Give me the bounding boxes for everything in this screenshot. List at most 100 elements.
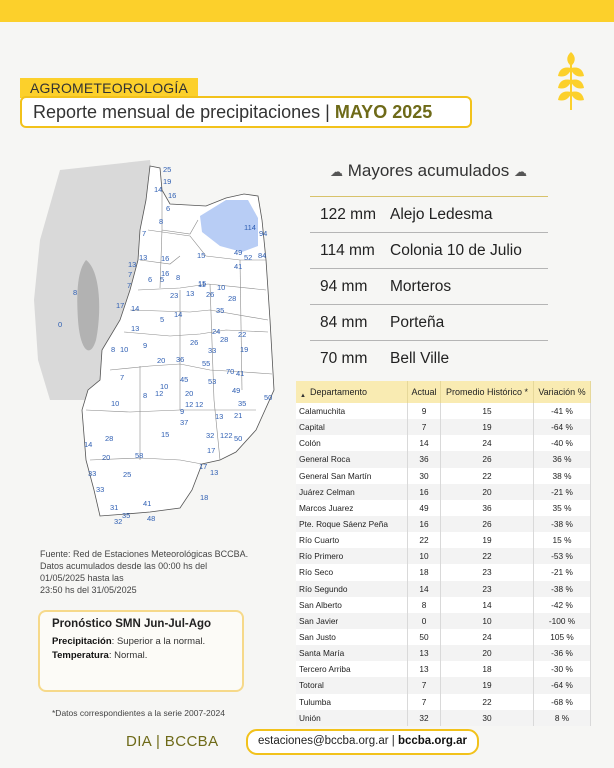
mayores-mm: 122 mm <box>320 206 376 223</box>
top-accent-bar <box>0 0 614 22</box>
station-label: 21 <box>234 411 242 420</box>
station-label: 84 <box>258 251 266 260</box>
cell-promedio: 26 <box>440 515 534 533</box>
col-promedio[interactable]: Promedio Histórico * <box>440 381 534 403</box>
cell-actual: 16 <box>407 483 441 500</box>
cell-actual: 13 <box>407 645 441 662</box>
station-label: 53 <box>208 377 216 386</box>
station-label: 15 <box>161 430 169 439</box>
cell-promedio: 20 <box>440 483 534 500</box>
table-row: Marcos Juarez 49 36 35 % <box>296 499 591 516</box>
cell-actual: 32 <box>407 709 441 726</box>
cell-promedio: 30 <box>440 709 534 726</box>
table-row: Colón 14 24 -40 % <box>296 435 591 452</box>
cell-variacion: 36 % <box>533 451 591 468</box>
cell-actual: 0 <box>407 612 441 629</box>
station-label: 41 <box>143 499 151 508</box>
cell-promedio: 19 <box>440 532 534 549</box>
table-row: Tulumba 7 22 -68 % <box>296 693 591 710</box>
cell-departamento: Río Segundo <box>296 580 408 597</box>
station-label: 19 <box>163 177 171 186</box>
col-actual[interactable]: Actual <box>407 381 441 403</box>
table-row: Río Cuarto 22 19 15 % <box>296 532 591 549</box>
table-row: Río Primero 10 22 -53 % <box>296 548 591 565</box>
station-label: 114 <box>244 223 256 232</box>
cell-actual: 14 <box>407 435 441 452</box>
cell-departamento: Río Primero <box>296 548 408 565</box>
cell-actual: 9 <box>407 403 441 420</box>
col-departamento[interactable]: ▲ Departamento <box>296 381 408 403</box>
cell-variacion: -64 % <box>533 419 591 436</box>
table-row: Río Segundo 14 23 -38 % <box>296 580 591 597</box>
station-label: 9 <box>180 407 184 416</box>
station-label: 28 <box>105 434 113 443</box>
cell-promedio: 10 <box>440 612 534 629</box>
station-label: 22 <box>238 330 246 339</box>
table-row: San Alberto 8 14 -42 % <box>296 596 591 613</box>
table-row: Pte. Roque Sáenz Peña 16 26 -38 % <box>296 515 591 533</box>
source-line: 23:50 hs del 31/05/2025 <box>40 585 137 595</box>
station-label: 14 <box>131 304 139 313</box>
station-label: 7 <box>127 281 131 290</box>
station-label: 49 <box>232 386 240 395</box>
station-label: 13 <box>139 253 147 262</box>
rain-cloud-icon: ☁ <box>330 164 343 179</box>
station-label: 10 <box>217 283 225 292</box>
forecast-temp: Temperatura: Normal. <box>52 650 148 661</box>
col-variacion[interactable]: Variación % <box>533 381 591 403</box>
cell-variacion: -21 % <box>533 564 591 581</box>
station-label: 16 <box>161 269 169 278</box>
station-label: 15 <box>198 279 206 288</box>
station-label: 11 <box>198 280 206 289</box>
station-label: 26 <box>190 338 198 347</box>
cell-promedio: 24 <box>440 435 534 452</box>
cell-actual: 14 <box>407 580 441 597</box>
cell-departamento: Unión <box>296 709 408 726</box>
station-label: 52 <box>244 253 252 262</box>
source-line: Datos acumulados desde las 00:00 hs del <box>40 561 208 571</box>
table-header-row: ▲ Departamento Actual Promedio Histórico … <box>296 381 591 403</box>
cell-departamento: Río Cuarto <box>296 532 408 549</box>
station-label: 35 <box>122 511 130 520</box>
station-label: 14 <box>84 440 92 449</box>
station-label: 36 <box>176 355 184 364</box>
table-row: General San Martín 30 22 38 % <box>296 467 591 484</box>
cell-departamento: Totoral <box>296 677 408 694</box>
station-label: 26 <box>206 290 214 299</box>
station-label: 41 <box>234 262 242 271</box>
station-label: 7 <box>128 270 132 279</box>
department-table: ▲ Departamento Actual Promedio Histórico … <box>296 381 591 726</box>
contact-site[interactable]: bccba.org.ar <box>397 735 467 747</box>
station-label: 31 <box>110 503 118 512</box>
station-label: 18 <box>200 493 208 502</box>
station-label: 55 <box>202 359 210 368</box>
cell-actual: 7 <box>407 677 441 694</box>
cell-variacion: -64 % <box>533 677 591 694</box>
table-row: Santa María 13 20 -36 % <box>296 645 591 662</box>
station-label: 13 <box>210 468 218 477</box>
mayores-row: 70 mm Bell Ville <box>310 340 548 376</box>
station-label: 20 <box>157 356 165 365</box>
station-label: 35 <box>238 399 246 408</box>
cell-variacion: 105 % <box>533 628 591 646</box>
station-label: 0 <box>58 320 62 329</box>
contact-pill: estaciones@bccba.org.ar | bccba.org.ar <box>246 729 479 755</box>
station-label: 12 <box>155 389 163 398</box>
station-label: 8 <box>73 288 77 297</box>
cell-actual: 7 <box>407 693 441 710</box>
station-label: 13 <box>215 412 223 421</box>
cell-promedio: 20 <box>440 645 534 662</box>
cell-variacion: -100 % <box>533 612 591 629</box>
station-label: 37 <box>180 418 188 427</box>
province-map: 25 19 14 16 6 8 7 114 94 15 13 13 16 16 7 6 5 8 15 49 52 84 41… <box>30 160 284 538</box>
contact-email[interactable]: estaciones@bccba.org.ar <box>258 735 389 747</box>
station-label: 70 <box>226 367 234 376</box>
cell-promedio: 19 <box>440 419 534 436</box>
station-label: 17 <box>116 301 124 310</box>
cell-promedio: 36 <box>440 499 534 516</box>
cell-departamento: Santa María <box>296 645 408 662</box>
station-label: 5 <box>160 315 164 324</box>
station-label: 32 <box>206 431 214 440</box>
station-label: 15 <box>197 251 205 260</box>
cell-promedio: 22 <box>440 693 534 710</box>
